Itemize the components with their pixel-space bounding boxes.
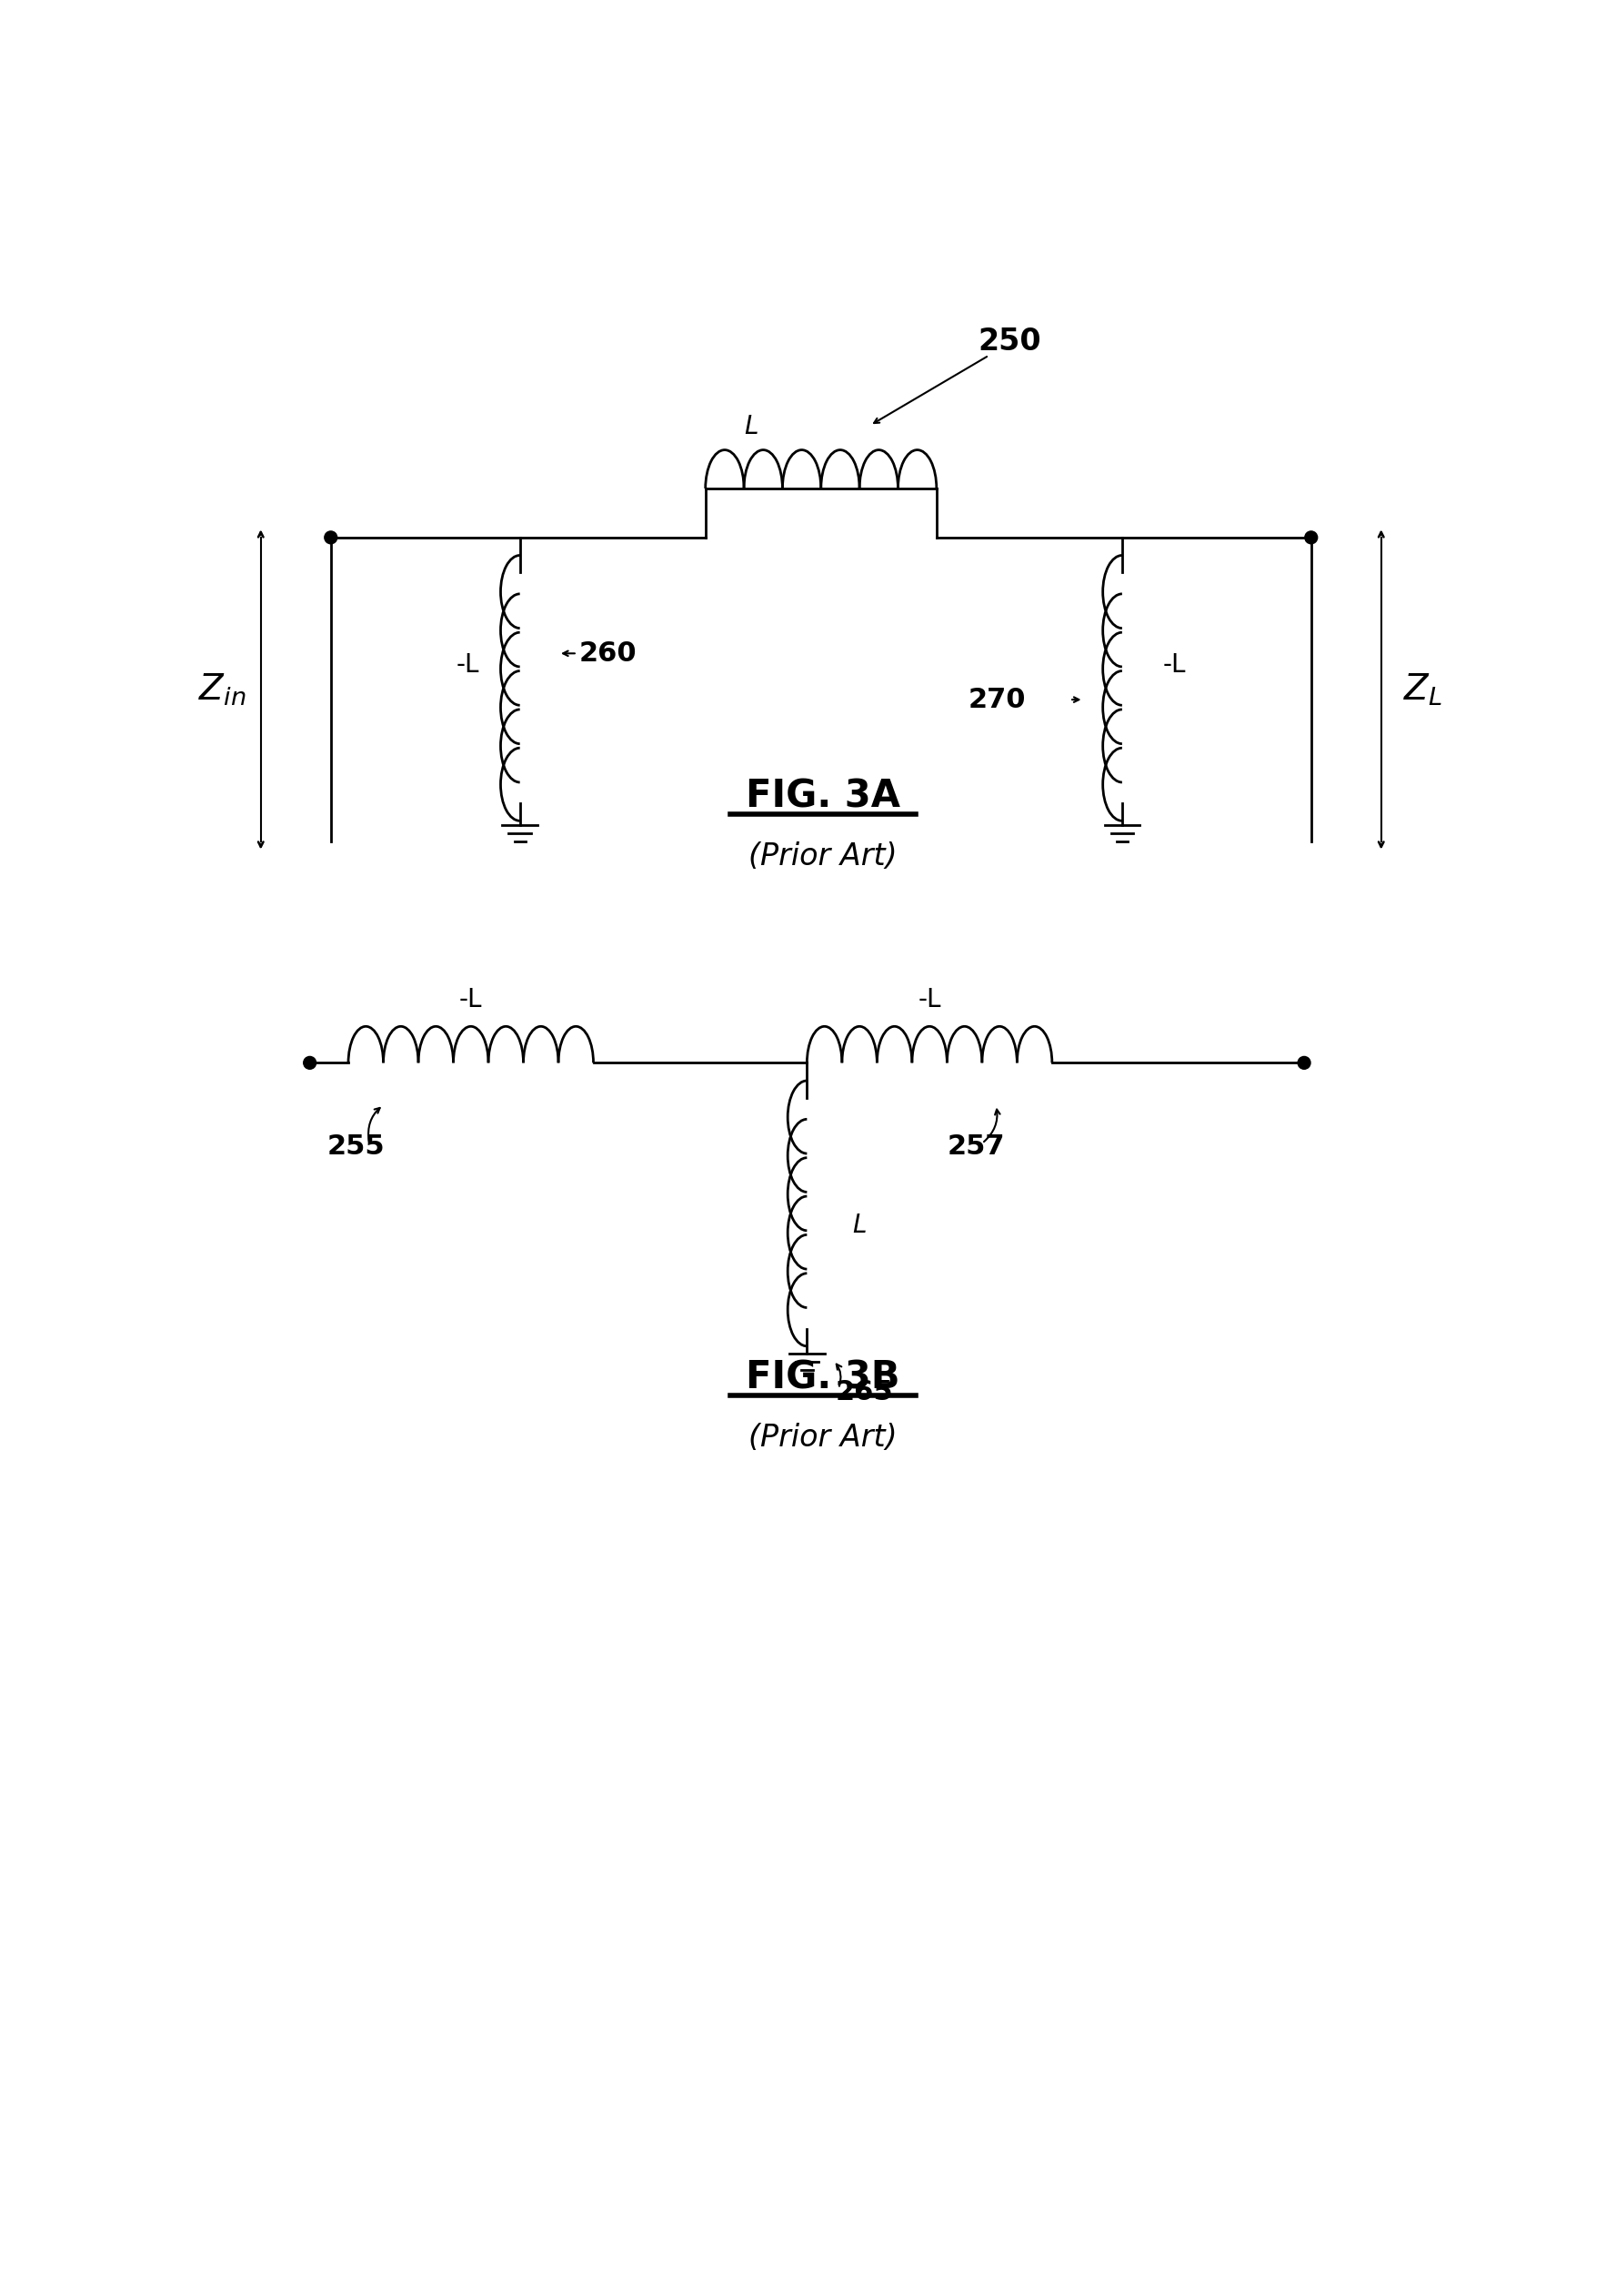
Text: 250: 250 [978, 326, 1042, 356]
Text: FIG. 3B: FIG. 3B [747, 1359, 899, 1398]
Circle shape [1304, 530, 1317, 544]
Text: -L: -L [456, 652, 479, 677]
Text: 260: 260 [580, 641, 638, 666]
Text: -L: -L [919, 987, 941, 1013]
Text: $Z_L$: $Z_L$ [1404, 673, 1442, 707]
Circle shape [324, 530, 337, 544]
Text: L: L [853, 1212, 867, 1238]
Text: 255: 255 [328, 1134, 385, 1159]
Text: $Z_{in}$: $Z_{in}$ [199, 673, 246, 707]
Text: (Prior Art): (Prior Art) [748, 1424, 898, 1453]
Text: -L: -L [459, 987, 482, 1013]
Circle shape [1298, 1056, 1310, 1070]
Text: -L: -L [1163, 652, 1187, 677]
Text: 270: 270 [968, 687, 1026, 712]
Text: L: L [744, 413, 758, 439]
Text: 265: 265 [835, 1380, 893, 1405]
Text: FIG. 3A: FIG. 3A [745, 778, 901, 815]
Text: 257: 257 [948, 1134, 1005, 1159]
Circle shape [304, 1056, 316, 1070]
Text: (Prior Art): (Prior Art) [748, 840, 898, 870]
